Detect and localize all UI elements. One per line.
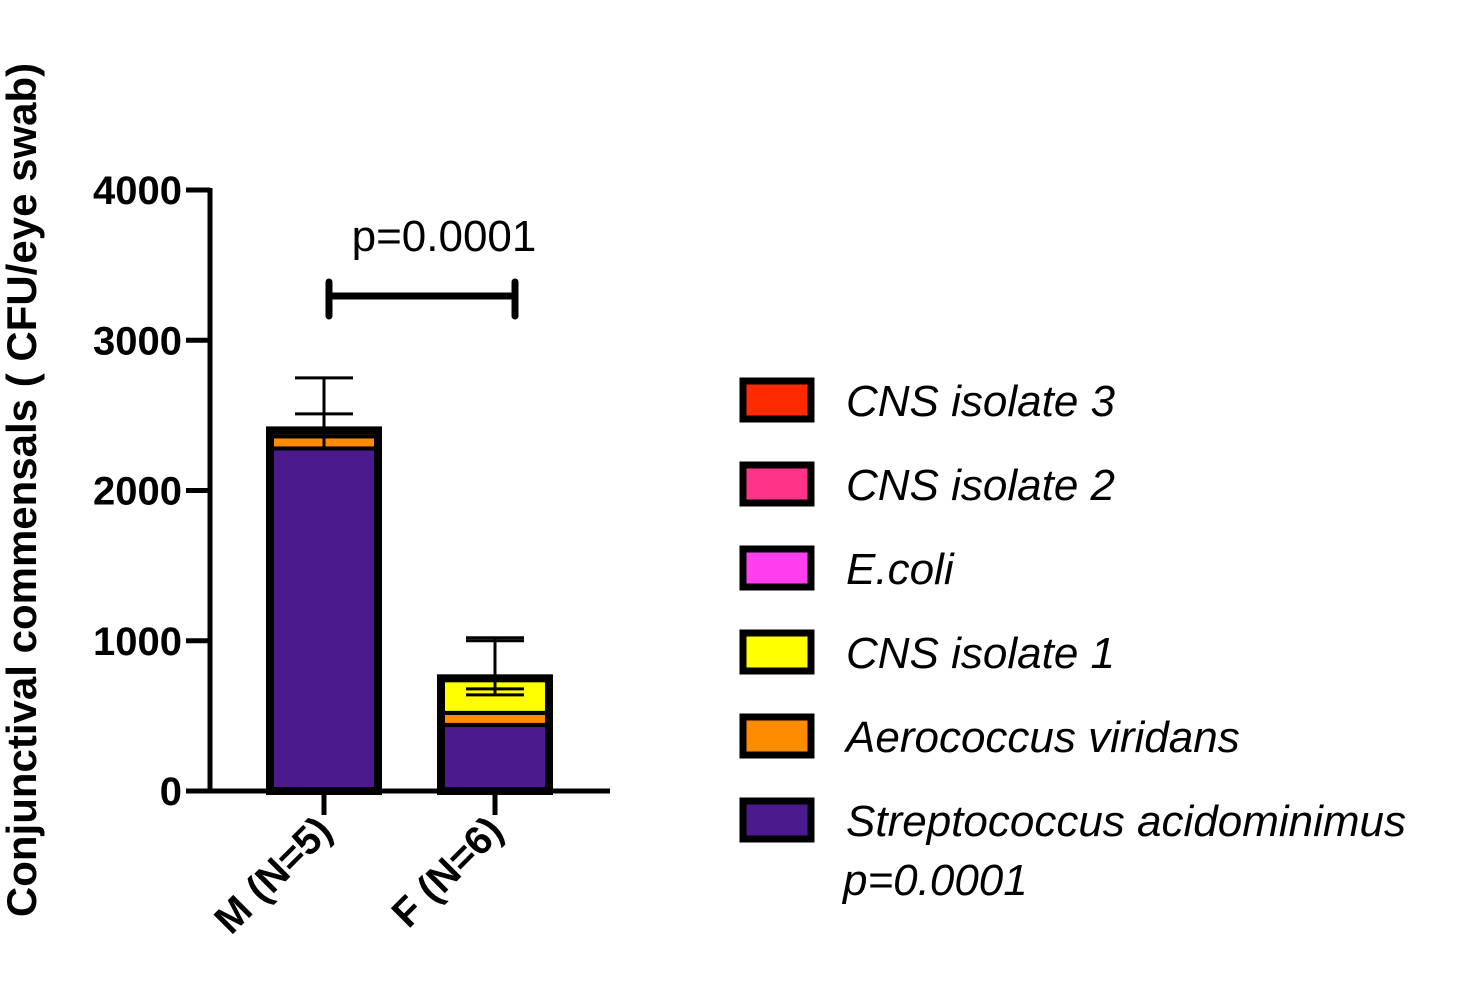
y-tick-label: 2000 [93,470,182,514]
labels: 0 1000 2000 3000 4000 Conjunctival commensals… [0,63,536,942]
legend-label: CNS isolate 1 [846,629,1115,678]
y-tick-label: 4000 [93,169,182,213]
legend-swatch [739,713,815,759]
y-tick-label: 0 [160,770,182,814]
legend-swatch [739,545,815,591]
y-tick-label: 1000 [93,620,182,664]
x-category-label: M (N=5) [206,808,340,942]
bar-segment [268,446,380,793]
legend-label: CNS isolate 3 [846,377,1116,426]
legend-swatch [739,797,815,843]
bar-segment [439,722,551,794]
legend-label: Streptococcus acidominimus [846,797,1406,846]
y-tick-label: 3000 [93,319,182,363]
legend-swatch [739,629,815,675]
legend: CNS isolate 3 CNS isolate 2 E.coli CNS isol… [739,377,1406,905]
legend-label: E.coli [846,545,955,594]
legend-label: CNS isolate 2 [846,461,1115,510]
y-axis-title: Conjunctival commensals ( CFU/eye swab) [0,63,45,917]
legend-swatch [739,461,815,507]
bars [266,426,553,795]
x-category-label: F (N=6) [384,808,512,936]
significance-label: p=0.0001 [352,212,537,261]
legend-swatch [739,377,815,423]
legend-extra-label: p=0.0001 [841,856,1028,905]
error-bars [295,376,524,697]
legend-label: Aerococcus viridans [843,713,1240,762]
